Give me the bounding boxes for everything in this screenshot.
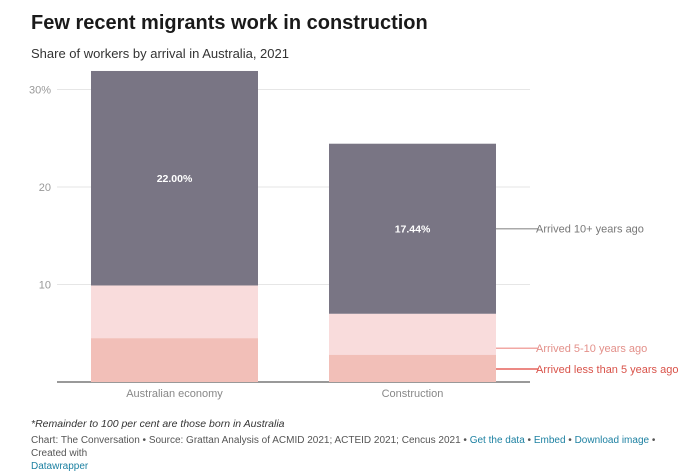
chart-credits: Chart: The Conversation • Source: Gratta… (31, 435, 656, 472)
chart-title: Few recent migrants work in construction (31, 12, 428, 34)
bar-segment (329, 354, 496, 382)
y-tick-label: 30% (29, 85, 51, 97)
x-category-label: Construction (382, 388, 444, 400)
source-text: Chart: The Conversation • Source: Gratta… (31, 435, 470, 446)
legend-label: Arrived less than 5 years ago (536, 364, 678, 376)
legend-label: Arrived 5-10 years ago (536, 343, 647, 355)
y-tick-label: 20 (39, 182, 51, 194)
x-category-label: Australian economy (126, 388, 223, 400)
bar-value-label: 17.44% (395, 224, 431, 236)
legend-label: Arrived 10+ years ago (536, 224, 644, 236)
download-image-link[interactable]: Download image (574, 435, 650, 446)
footnote: *Remainder to 100 per cent are those bor… (31, 418, 285, 430)
get-data-link[interactable]: Get the data (469, 435, 525, 446)
datawrapper-link[interactable]: Datawrapper (31, 461, 89, 472)
bar-segment (91, 285, 258, 339)
bar-segment (329, 143, 496, 314)
y-tick-label: 10 (39, 280, 51, 292)
chart-subtitle: Share of workers by arrival in Australia… (31, 46, 289, 61)
credit-prefix: • Created with (31, 435, 656, 459)
bar-value-label: 22.00% (157, 173, 193, 185)
bar-segment (91, 70, 258, 286)
bar-segment (329, 313, 496, 355)
embed-link[interactable]: Embed (533, 435, 566, 446)
stacked-bar-chart: 30% 20 10 22.00% Australian economy 17.44% Co… (29, 70, 678, 400)
bar-segment (91, 338, 258, 382)
